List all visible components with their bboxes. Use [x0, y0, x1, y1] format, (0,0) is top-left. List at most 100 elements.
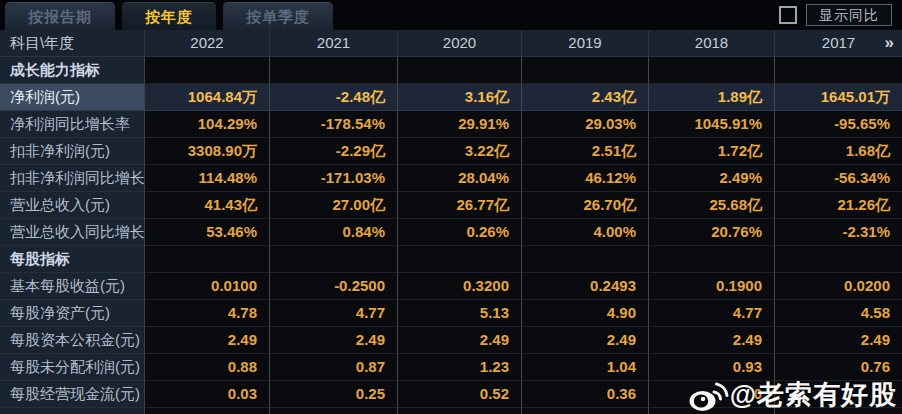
- value-cell: 1.04: [522, 354, 649, 381]
- yoy-controls: 显示同比: [779, 4, 892, 26]
- value-cell: 0.25: [270, 381, 398, 408]
- value-cell: 2.43亿: [522, 84, 649, 111]
- value-cell: 0.2493: [522, 273, 649, 300]
- value-cell: [649, 246, 775, 273]
- value-cell: 114.48%: [145, 165, 270, 192]
- value-cell: 4.77: [270, 300, 398, 327]
- value-cell: 3308.90万: [145, 138, 270, 165]
- value-cell: 25.68亿: [649, 192, 775, 219]
- value-cell: 29.03%: [522, 111, 649, 138]
- value-cell: 0: [649, 381, 775, 408]
- value-cell: 2.51亿: [522, 138, 649, 165]
- row-label: 基本每股收益(元): [0, 273, 145, 300]
- value-cell: 3.22亿: [398, 138, 522, 165]
- table-row: 基本每股收益(元)0.0100-0.25000.32000.24930.1900…: [0, 273, 902, 300]
- value-cell: [398, 57, 522, 84]
- value-cell: 53.46%: [145, 219, 270, 246]
- value-cell: [145, 246, 270, 273]
- table-row: 营业总收入(元)41.43亿27.00亿26.77亿26.70亿25.68亿21…: [0, 192, 902, 219]
- value-cell: 21.26亿: [775, 192, 902, 219]
- value-cell: 26.77亿: [398, 192, 522, 219]
- value-cell: 1045.91%: [649, 111, 775, 138]
- value-cell: -2.48亿: [270, 84, 398, 111]
- value-cell: 0.76: [775, 354, 902, 381]
- value-cell: [522, 246, 649, 273]
- show-yoy-button[interactable]: 显示同比: [806, 4, 892, 26]
- show-yoy-checkbox[interactable]: [779, 6, 797, 24]
- table-header-row: 科目\年度 2022 2021 2020 2019 2018 2017 »: [0, 30, 902, 57]
- value-cell: -95.65%: [775, 111, 902, 138]
- value-cell: [775, 381, 902, 408]
- table-row: 每股经营现金流(元)0.030.250.520.360: [0, 381, 902, 408]
- value-cell: [649, 57, 775, 84]
- year-column-2017: 2017 »: [775, 30, 902, 57]
- value-cell: 4.90: [522, 300, 649, 327]
- value-cell: 0.84%: [270, 219, 398, 246]
- year-label: 2017: [822, 34, 855, 51]
- value-cell: 20.76%: [649, 219, 775, 246]
- tab-by-quarter[interactable]: 按单季度: [223, 2, 333, 30]
- row-label: 净利润同比增长率: [0, 111, 145, 138]
- year-column-2018: 2018: [649, 30, 775, 57]
- value-cell: 0.3200: [398, 273, 522, 300]
- table-row: 营业总收入同比增长率53.46%0.84%0.26%4.00%20.76%-2.…: [0, 219, 902, 246]
- value-cell: [270, 246, 398, 273]
- value-cell: 1.72亿: [649, 138, 775, 165]
- value-cell: 0.26%: [398, 219, 522, 246]
- value-cell: 1.23: [398, 354, 522, 381]
- value-cell: 2.49%: [649, 165, 775, 192]
- table-row: 每股未分配利润(元)0.880.871.231.040.930.76: [0, 354, 902, 381]
- table-row: 每股资本公积金(元)2.492.492.492.492.492.49: [0, 327, 902, 354]
- row-label: 成长能力指标: [0, 57, 145, 84]
- value-cell: 2.49: [270, 327, 398, 354]
- value-cell: 0.0100: [145, 273, 270, 300]
- row-label: 营业总收入(元): [0, 192, 145, 219]
- more-years-icon[interactable]: »: [885, 30, 894, 56]
- value-cell: 1.89亿: [649, 84, 775, 111]
- row-label: 每股经营现金流(元): [0, 381, 145, 408]
- row-label: 每股净资产(元): [0, 300, 145, 327]
- value-cell: -56.34%: [775, 165, 902, 192]
- value-cell: [775, 57, 902, 84]
- value-cell: [522, 57, 649, 84]
- table-row: 净利润(元)1064.84万-2.48亿3.16亿2.43亿1.89亿1645.…: [0, 84, 902, 111]
- value-cell: 29.91%: [398, 111, 522, 138]
- value-cell: 46.12%: [522, 165, 649, 192]
- row-label: 扣非净利润(元): [0, 138, 145, 165]
- value-cell: 1645.01万: [775, 84, 902, 111]
- value-cell: 0.88: [145, 354, 270, 381]
- value-cell: 0.1900: [649, 273, 775, 300]
- value-cell: 4.58: [775, 300, 902, 327]
- value-cell: 0.93: [649, 354, 775, 381]
- value-cell: 0.03: [145, 381, 270, 408]
- year-column-2022: 2022: [145, 30, 270, 57]
- value-cell: 28.04%: [398, 165, 522, 192]
- value-cell: -0.2500: [270, 273, 398, 300]
- value-cell: 1.68亿: [775, 138, 902, 165]
- value-cell: -171.03%: [270, 165, 398, 192]
- table-row: 扣非净利润同比增长率114.48%-171.03%28.04%46.12%2.4…: [0, 165, 902, 192]
- table-row: 扣非净利润(元)3308.90万-2.29亿3.22亿2.51亿1.72亿1.6…: [0, 138, 902, 165]
- row-label: 净利润(元): [0, 84, 145, 111]
- value-cell: 2.49: [522, 327, 649, 354]
- value-cell: 2.49: [649, 327, 775, 354]
- value-cell: 27.00亿: [270, 192, 398, 219]
- value-cell: 41.43亿: [145, 192, 270, 219]
- table-row: 净利润同比增长率104.29%-178.54%29.91%29.03%1045.…: [0, 111, 902, 138]
- row-label: 营业总收入同比增长率: [0, 219, 145, 246]
- value-cell: 104.29%: [145, 111, 270, 138]
- tab-by-report-period[interactable]: 按报告期: [5, 2, 115, 30]
- value-cell: 0.0200: [775, 273, 902, 300]
- section-header-row: 每股指标: [0, 246, 902, 273]
- section-header-row: 成长能力指标: [0, 57, 902, 84]
- row-label: 每股资本公积金(元): [0, 327, 145, 354]
- value-cell: [270, 57, 398, 84]
- row-label: 每股未分配利润(元): [0, 354, 145, 381]
- tab-by-year[interactable]: 按年度: [122, 2, 216, 30]
- value-cell: 4.77: [649, 300, 775, 327]
- value-cell: 3.16亿: [398, 84, 522, 111]
- value-cell: [775, 246, 902, 273]
- year-column-2019: 2019: [522, 30, 649, 57]
- partial-row: [0, 408, 902, 414]
- value-cell: -178.54%: [270, 111, 398, 138]
